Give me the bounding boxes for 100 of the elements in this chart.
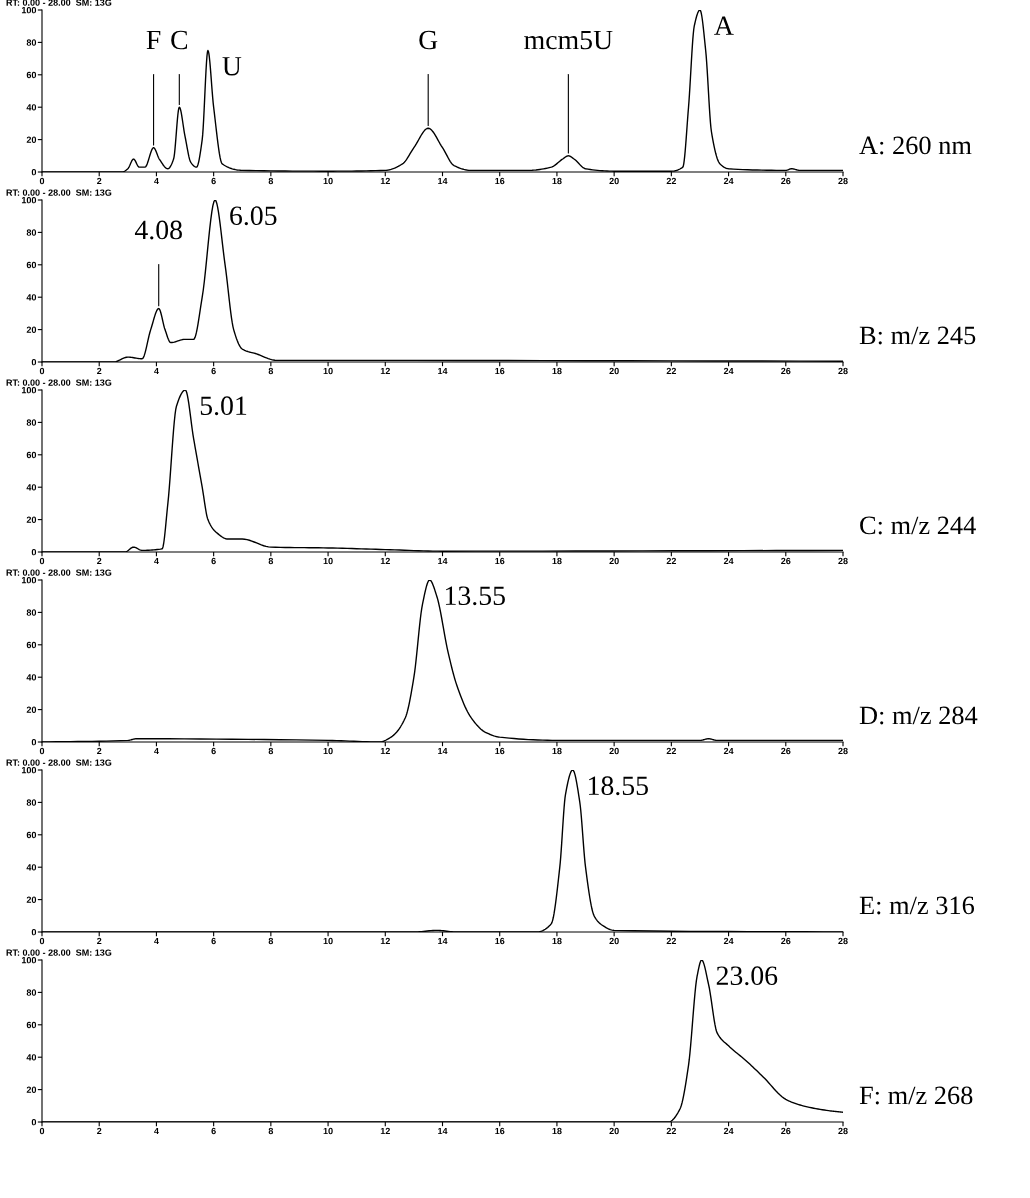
y-tick-label: 60 <box>26 641 37 649</box>
x-tick-label: 10 <box>323 367 333 375</box>
text: C: m/z 244 <box>860 516 976 535</box>
x-tick-label: 28 <box>838 177 848 185</box>
annotation: mcm5U <box>524 30 613 50</box>
x-tick-label: 4 <box>154 557 159 565</box>
x-tick-label: 14 <box>438 937 448 945</box>
y-tick-label: 40 <box>26 674 37 681</box>
x-tick-label: 12 <box>380 937 390 945</box>
annotation: U <box>222 57 242 76</box>
y-tick-label: 100 <box>21 196 37 204</box>
x-tick-label: 16 <box>495 177 505 185</box>
x-tick-label: 20 <box>609 937 619 945</box>
x-tick-label: 8 <box>268 937 274 945</box>
x-tick-label: 4 <box>154 1127 159 1135</box>
y-tick-label: 0 <box>31 548 37 556</box>
annotation: 23.06 <box>716 966 778 986</box>
chart-subtitle: RT: 0.00 - 28.00 SM: 13G <box>6 189 112 196</box>
y-tick-label: 80 <box>26 39 37 46</box>
y-tick-label: 0 <box>31 168 37 176</box>
x-tick-label: 4 <box>154 177 159 185</box>
y-tick-label: 20 <box>26 1086 37 1093</box>
y-tick-label: 0 <box>31 1118 37 1126</box>
x-tick-label: 28 <box>838 1127 848 1135</box>
x-tick-label: 28 <box>838 367 848 375</box>
y-tick-label: 60 <box>26 261 37 269</box>
x-tick-label: 16 <box>495 747 505 755</box>
x-tick-label: 12 <box>380 557 390 565</box>
y-tick-label: 20 <box>26 896 37 903</box>
y-tick-label: 20 <box>26 136 37 143</box>
y-tick-label: 0 <box>31 928 37 936</box>
y-tick-label: 40 <box>26 1054 37 1061</box>
x-tick-label: 8 <box>268 367 274 375</box>
x-tick-label: 6 <box>211 177 216 185</box>
x-tick-label: 2 <box>97 937 102 945</box>
y-tick-label: 80 <box>26 229 37 236</box>
chart-subtitle: RT: 0.00 - 28.00 SM: 13G <box>6 759 112 766</box>
x-tick-label: 10 <box>323 1127 333 1135</box>
x-tick-label: 22 <box>666 937 677 945</box>
chart-subtitle: RT: 0.00 - 28.00 SM: 13G <box>6 949 112 956</box>
x-tick-label: 18 <box>552 367 562 375</box>
y-tick-label: 80 <box>26 609 37 616</box>
x-tick-label: 2 <box>97 747 102 755</box>
annotation: 5.01 <box>200 396 247 416</box>
x-tick-label: 2 <box>97 177 102 185</box>
annotation: C <box>171 30 188 50</box>
x-tick-label: 4 <box>154 937 159 945</box>
annotation: 13.55 <box>445 586 505 606</box>
x-tick-label: 24 <box>723 557 734 565</box>
x-tick-label: 18 <box>552 747 562 755</box>
annotation: 18.55 <box>588 776 648 796</box>
x-tick-label: 20 <box>609 747 619 755</box>
x-tick-label: 0 <box>39 557 45 565</box>
x-tick-label: 24 <box>723 177 734 185</box>
x-tick-label: 26 <box>781 1127 791 1135</box>
y-tick-label: 80 <box>26 799 37 806</box>
annotation: 4.08 <box>134 220 182 240</box>
x-tick-label: 28 <box>838 747 848 755</box>
x-tick-label: 20 <box>609 177 619 185</box>
x-tick-label: 22 <box>666 747 677 755</box>
x-tick-label: 0 <box>39 937 45 945</box>
x-tick-label: 12 <box>380 177 390 185</box>
x-tick-label: 12 <box>380 747 390 755</box>
y-tick-label: 80 <box>26 989 37 996</box>
x-tick-label: 16 <box>495 557 505 565</box>
y-tick-label: 20 <box>26 706 37 713</box>
x-tick-label: 10 <box>323 177 333 185</box>
text: E: m/z 316 <box>859 896 975 915</box>
x-tick-label: 26 <box>781 747 791 755</box>
x-tick-label: 2 <box>97 557 102 565</box>
y-tick-label: 100 <box>21 576 37 584</box>
x-tick-label: 20 <box>609 557 619 565</box>
x-tick-label: 28 <box>838 937 848 945</box>
y-tick-label: 100 <box>21 766 37 774</box>
y-tick-label: 60 <box>26 451 37 459</box>
text: D: m/z 284 <box>859 706 978 725</box>
x-tick-label: 16 <box>495 367 505 375</box>
chart-subtitle: RT: 0.00 - 28.00 SM: 13G <box>6 0 112 6</box>
y-tick-label: 100 <box>21 6 37 14</box>
chart-subtitle: RT: 0.00 - 28.00 SM: 13G <box>6 379 112 386</box>
x-tick-label: 14 <box>438 177 448 185</box>
x-tick-label: 8 <box>268 1127 274 1135</box>
y-tick-label: 0 <box>31 738 37 746</box>
x-tick-label: 6 <box>211 937 216 945</box>
annotation: G <box>419 30 438 50</box>
x-tick-label: 2 <box>97 1127 102 1135</box>
x-tick-label: 10 <box>323 937 333 945</box>
annotation: F <box>146 30 161 50</box>
x-tick-label: 18 <box>552 1127 562 1135</box>
text: F: m/z 268 <box>859 1086 973 1105</box>
y-tick-label: 0 <box>31 358 37 366</box>
x-tick-label: 0 <box>39 747 45 755</box>
x-tick-label: 14 <box>438 1127 448 1135</box>
y-tick-label: 40 <box>26 484 37 491</box>
y-tick-label: 100 <box>21 386 37 394</box>
x-tick-label: 22 <box>666 1127 677 1135</box>
y-tick-label: 60 <box>26 71 37 79</box>
y-tick-label: 40 <box>26 294 37 301</box>
x-tick-label: 8 <box>268 747 274 755</box>
x-tick-label: 28 <box>838 557 848 565</box>
